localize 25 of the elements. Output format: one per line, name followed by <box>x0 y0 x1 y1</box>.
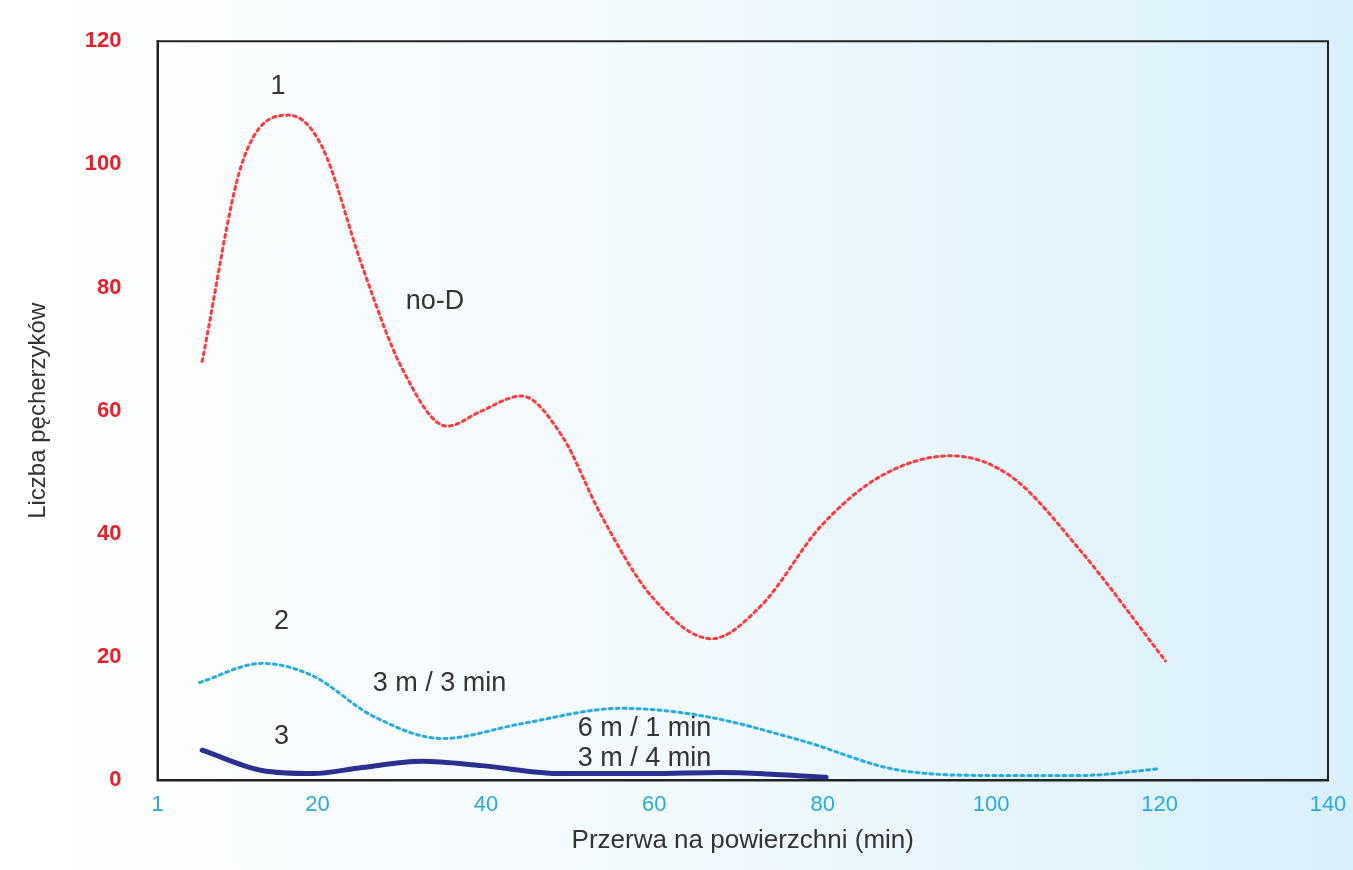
y-tick-label: 80 <box>97 273 122 299</box>
y-tick-label: 0 <box>109 766 122 792</box>
line-series <box>200 113 1167 663</box>
x-tick-label: 100 <box>972 790 1010 816</box>
y-axis-title: Liczba pęcherzyków <box>23 302 51 519</box>
y-tick-label: 20 <box>97 643 122 669</box>
x-tick-label: 140 <box>1309 790 1347 816</box>
y-tick-label: 40 <box>97 520 122 546</box>
annotation: 3 m / 4 min <box>577 741 712 772</box>
x-axis-title: Przerwa na powierzchni (min) <box>571 823 914 854</box>
y-tick-label: 100 <box>84 150 122 176</box>
annotation: 2 <box>274 604 290 635</box>
annotation: 1 <box>270 70 286 101</box>
x-tick-label: 60 <box>642 790 667 816</box>
annotation: 6 m / 1 min <box>577 712 712 743</box>
annotation: no-D <box>405 284 465 315</box>
x-tick-label: 1 <box>151 790 164 816</box>
x-tick-label: 40 <box>473 790 499 816</box>
y-tick-label: 60 <box>97 396 122 422</box>
annotation: 3 m / 3 min <box>372 667 507 698</box>
x-tick-label: 20 <box>305 790 330 816</box>
annotation: 3 <box>274 719 290 750</box>
x-tick-label: 120 <box>1141 790 1178 816</box>
x-tick-label: 80 <box>810 790 835 816</box>
y-tick-label: 120 <box>84 27 122 53</box>
